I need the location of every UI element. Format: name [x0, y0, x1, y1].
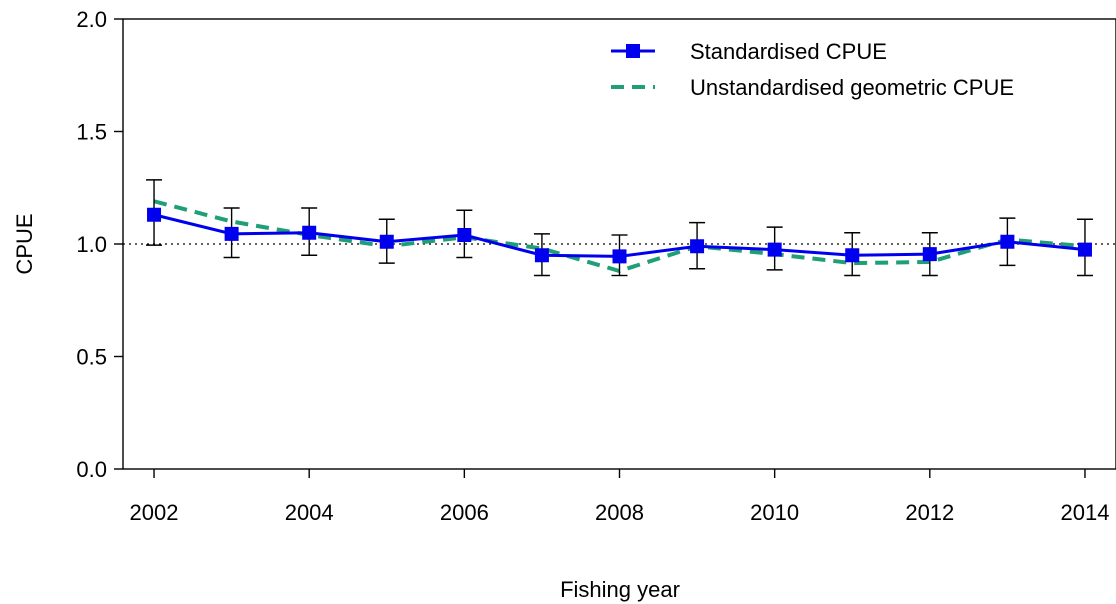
data-point-standardised: [302, 225, 317, 240]
data-point-standardised: [1077, 242, 1092, 257]
legend: Standardised CPUE Unstandardised geometr…: [611, 39, 1014, 100]
data-point-standardised: [922, 247, 937, 262]
data-point-standardised: [147, 207, 162, 222]
data-point-standardised: [534, 248, 549, 263]
x-tick-label: 2006: [440, 500, 489, 525]
legend-label-standardised: Standardised CPUE: [690, 39, 887, 64]
series-layer: [146, 179, 1093, 277]
legend-marker-standardised: [626, 44, 640, 58]
data-point-standardised: [457, 228, 472, 242]
x-tick-label: 2012: [905, 500, 954, 525]
data-point-standardised: [379, 234, 394, 249]
data-point-standardised: [1000, 234, 1015, 249]
data-point-standardised: [767, 242, 782, 257]
y-tick-label: 0.0: [76, 457, 107, 482]
y-axis: 0.0 0.5 1.0 1.5 2.0: [76, 7, 123, 482]
data-point-standardised: [690, 239, 705, 254]
x-axis-title: Fishing year: [560, 577, 680, 602]
y-tick-label: 1.0: [76, 232, 107, 257]
y-axis-title: CPUE: [12, 213, 37, 274]
y-tick-label: 0.5: [76, 345, 107, 370]
x-axis: 2002 2004 2006 2008 2010 2012 2014: [130, 469, 1109, 525]
x-tick-label: 2014: [1060, 500, 1109, 525]
data-point-standardised: [845, 248, 860, 263]
x-tick-label: 2008: [595, 500, 644, 525]
y-tick-label: 1.5: [76, 120, 107, 145]
y-tick-label: 2.0: [76, 7, 107, 32]
x-tick-label: 2010: [750, 500, 799, 525]
x-tick-label: 2002: [130, 500, 179, 525]
legend-label-unstandardised: Unstandardised geometric CPUE: [690, 75, 1014, 100]
x-tick-label: 2004: [285, 500, 334, 525]
data-point-standardised: [224, 226, 239, 241]
data-point-standardised: [612, 249, 627, 264]
